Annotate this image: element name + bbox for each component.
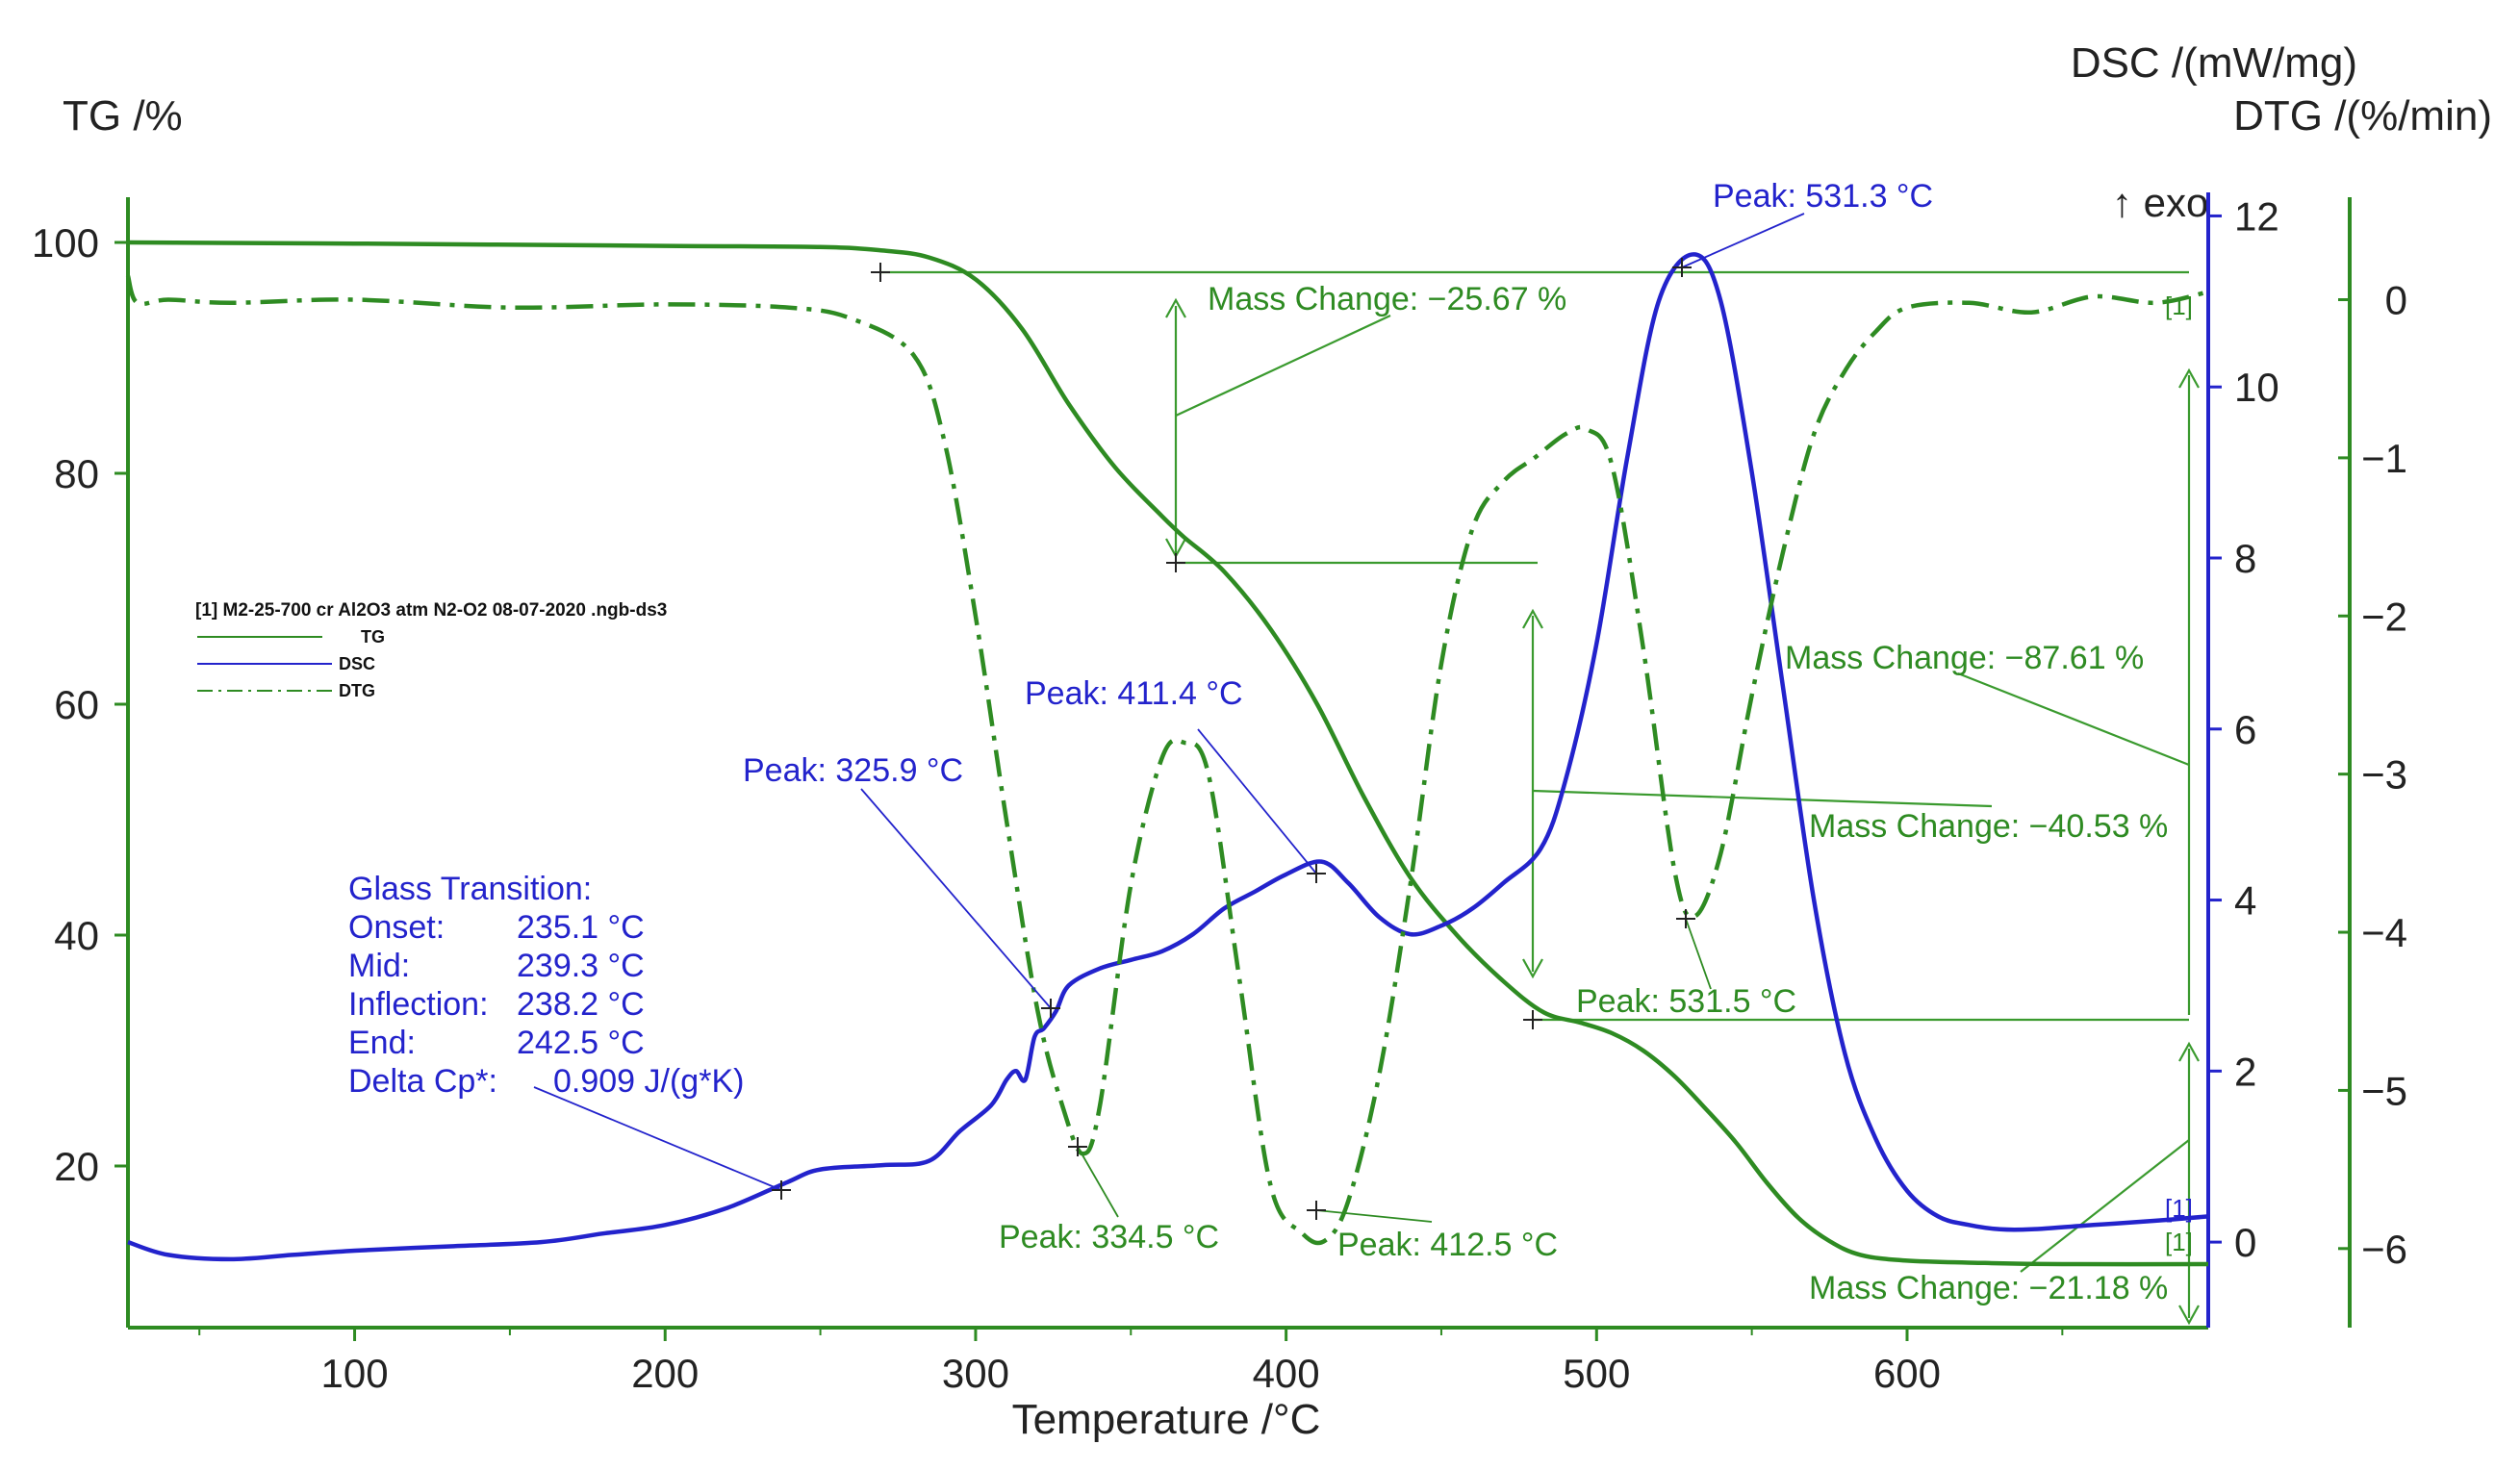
dsc-ticks: 0 2 4 6 8 10 12 — [2208, 193, 2279, 1265]
dtg-tick-label: −1 — [2361, 436, 2407, 481]
dtg-axis-title: DTG /(%/min) — [2233, 92, 2492, 139]
dsc-tick-label: 4 — [2234, 878, 2256, 924]
x-tick-label: 100 — [321, 1351, 389, 1396]
dtg-tick-label: −6 — [2361, 1227, 2407, 1272]
dtg-ticks: 0 −1 −2 −3 −4 −5 −6 — [2338, 278, 2407, 1272]
dsc-tick-label: 6 — [2234, 707, 2256, 752]
legend-title: [1] M2-25-700 cr Al2O3 atm N2-O2 08-07-2… — [195, 600, 667, 621]
tg-curve — [127, 240, 2209, 1267]
legend-entry-tg: TG — [361, 627, 385, 646]
dtg-tick-label: −3 — [2361, 752, 2407, 798]
glass-transition-onset-value: 235.1 °C — [517, 909, 645, 946]
x-axis-title: Temperature /°C — [1012, 1396, 1321, 1443]
exo-direction-label: ↑ exo — [2112, 180, 2208, 225]
glass-transition-mid-value: 239.3 °C — [517, 948, 645, 984]
x-tick-label: 200 — [631, 1351, 699, 1396]
dtg-tick-label: −2 — [2361, 594, 2407, 639]
dtg-tick-label: −4 — [2361, 910, 2407, 955]
curve-tag-tg: [1] — [2165, 1228, 2193, 1256]
legend: [1] M2-25-700 cr Al2O3 atm N2-O2 08-07-2… — [195, 600, 667, 700]
mass-change-guides — [880, 270, 2200, 1326]
glass-transition-onset-label: Onset: — [348, 909, 445, 946]
x-tick-label: 500 — [1563, 1351, 1630, 1396]
x-tick-label: 600 — [1873, 1351, 1941, 1396]
tg-tick-label: 40 — [54, 913, 99, 958]
mass-change-label-2: Mass Change: −40.53 % — [1809, 808, 2168, 845]
x-tick-label: 400 — [1253, 1351, 1320, 1396]
tg-tick-label: 100 — [32, 220, 99, 266]
tg-axis-title: TG /% — [63, 92, 183, 139]
glass-transition-title: Glass Transition: — [348, 871, 592, 907]
peak-label-dsc-531: Peak: 531.3 °C — [1713, 178, 1933, 215]
curve-tag-dsc: [1] — [2165, 1194, 2193, 1223]
tg-ticks: 20 40 60 80 100 — [32, 220, 128, 1189]
glass-transition-block: Glass Transition: Onset: 235.1 °C Mid: 2… — [348, 871, 744, 1100]
mass-change-label-total: Mass Change: −87.61 % — [1785, 640, 2144, 676]
peak-leaders — [533, 213, 1805, 1223]
glass-transition-end-value: 242.5 °C — [517, 1025, 645, 1061]
peak-label-dtg-334: Peak: 334.5 °C — [999, 1219, 1219, 1255]
dsc-tick-label: 0 — [2234, 1220, 2256, 1265]
peak-label-dtg-412: Peak: 412.5 °C — [1337, 1227, 1558, 1263]
curve-tag-dtg: [1] — [2165, 291, 2193, 320]
dsc-tick-label: 2 — [2234, 1049, 2256, 1094]
x-tick-label: 300 — [942, 1351, 1009, 1396]
mass-change-label-1: Mass Change: −25.67 % — [1208, 281, 1566, 317]
peak-markers — [772, 258, 1695, 1220]
tg-tick-label: 20 — [54, 1144, 99, 1189]
peak-label-dsc-411: Peak: 411.4 °C — [1025, 675, 1243, 712]
glass-transition-deltacp-value: 0.909 J/(g*K) — [553, 1063, 744, 1100]
legend-entry-dtg: DTG — [339, 681, 375, 700]
dtg-tick-label: −5 — [2361, 1068, 2407, 1113]
glass-transition-inflection-value: 238.2 °C — [517, 986, 645, 1023]
dsc-tick-label: 10 — [2234, 365, 2279, 410]
dsc-curve — [127, 252, 2209, 1262]
dtg-tick-label: 0 — [2385, 278, 2407, 323]
x-ticks: 100 200 300 400 500 600 — [198, 1328, 2064, 1396]
dtg-curve — [125, 275, 2209, 1246]
dsc-tick-label: 12 — [2234, 193, 2279, 239]
legend-entry-dsc: DSC — [339, 654, 375, 673]
tg-tick-label: 80 — [54, 451, 99, 496]
glass-transition-mid-label: Mid: — [348, 948, 410, 984]
mass-change-label-3: Mass Change: −21.18 % — [1809, 1270, 2168, 1306]
glass-transition-inflection-label: Inflection: — [348, 986, 489, 1023]
glass-transition-end-label: End: — [348, 1025, 416, 1061]
dsc-tick-label: 8 — [2234, 536, 2256, 581]
peak-label-dtg-531: Peak: 531.5 °C — [1576, 983, 1796, 1020]
glass-transition-deltacp-label: Delta Cp*: — [348, 1063, 497, 1100]
peak-label-dsc-325: Peak: 325.9 °C — [743, 752, 963, 789]
dsc-axis-title: DSC /(mW/mg) — [2071, 39, 2357, 87]
tg-tick-label: 60 — [54, 682, 99, 727]
